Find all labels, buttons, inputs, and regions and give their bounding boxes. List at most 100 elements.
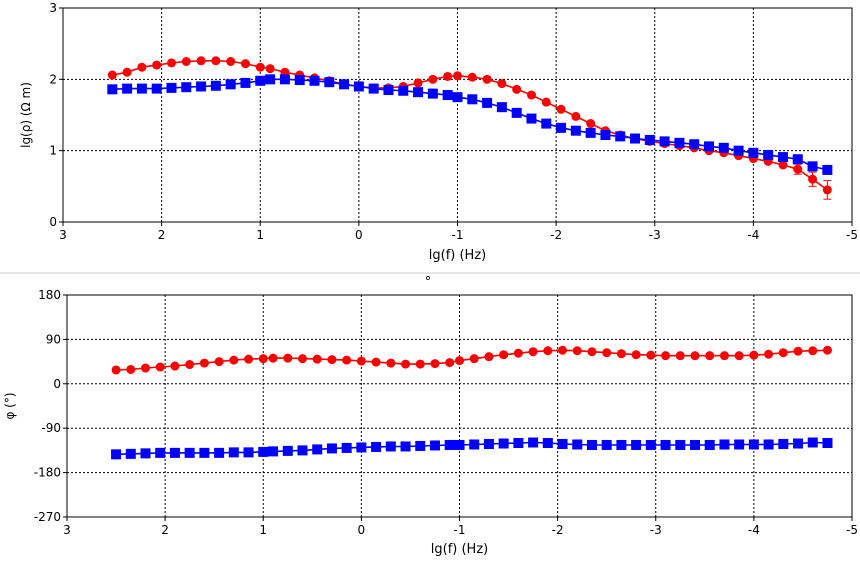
panel-2-series-1-point [415,359,425,369]
panel-2-series-2-point [243,447,254,458]
panel-2-series-1-point [455,356,464,366]
panel-2-top-mark: ° [425,275,432,290]
panel-1-series-2 [107,74,833,175]
panel-1-plot-frame [62,7,853,223]
panel-2-series-1-point [543,346,553,356]
panel-2-series-1-point [749,350,759,360]
panel-2-plot-frame [66,294,853,518]
panel-2-series-2-point [297,445,308,456]
panel-2-series-2-point [586,439,597,450]
panel-1-x-tick-label: -5 [846,228,858,242]
panel-2-series-1-point [155,362,165,372]
panel-1-series-2-point [644,134,655,145]
panel-2-series-1-point [371,357,381,367]
panel-1-series-1-point [556,104,566,114]
panel-2-series-1-point [631,350,641,360]
panel-1-series-2-point [210,80,221,91]
panel-2-x-tick-label: -1 [454,523,466,537]
panel-2-y-tick-label: -180 [34,466,61,480]
panel-1-y-tick-label: 1 [49,144,57,158]
panel-1-series-2-point [630,133,641,144]
panel-1-series-2-point [718,142,729,153]
panel-1-series-1-point [166,58,176,68]
panel-1-series-2-point [240,77,251,88]
panel-2-series-2-point [140,448,151,459]
panel-1-series-2-point [383,85,394,96]
panel-2-series-2-point [822,438,833,448]
panel-2-series-1-point [528,347,538,357]
panel-2-series-2-point [258,446,269,457]
panel-2-x-axis-label: lg(f) (Hz) [431,542,488,557]
panel-1-series-1-point [181,57,191,66]
panel-1-y-tick-label: 0 [49,215,57,229]
panel-1-series-2-point [541,118,552,129]
panel-1-series-1-point [497,79,507,89]
panel-2-y-tick-label: 90 [46,332,61,346]
panel-1-series-1-point [467,72,477,82]
panel-1-series-2-point [556,122,567,133]
panel-2-series-1-point [214,357,224,367]
panel-2-series-2-point [429,440,440,451]
panel-1-series-2-point [151,83,162,94]
panel-2-series-2-point [312,444,323,455]
panel-2-series-1-point [356,356,366,366]
panel-2-series-1-point [764,349,774,359]
panel-2-series-2-point [778,438,789,449]
panel-2-y-tick-label: 180 [38,288,61,302]
panel-2-series-1 [111,345,832,375]
panel-2-series-1-point [646,350,656,360]
panel-2-series-2-point [704,439,715,450]
panel-2-x-tick-label: -2 [552,523,564,537]
panel-2-series-2-point [513,438,524,448]
panel-1-series-2-point [689,139,700,150]
panel-1-series-2-point [600,129,611,140]
panel-1-series-2-point [339,79,350,90]
panel-1-series-2-point [615,131,626,142]
panel-2-series-1-point [327,355,337,365]
panel-1-series-1-point [586,119,596,129]
panel-2-x-tick-label: -3 [650,523,662,537]
panel-2-series-1-point [719,351,729,361]
panel-2-series-1-point [111,365,121,375]
panel-2-x-tick-label: 3 [63,523,71,537]
panel-1-x-tick-label: -3 [649,228,661,242]
panel-1-series-1-point [526,90,536,100]
panel-2-series-2-point [763,439,774,450]
panel-1-series-2-point [181,82,192,93]
panel-2-series-2-point [444,439,455,450]
panel-1-series-2-point [482,97,493,108]
panel-1-series-2-point [279,74,290,85]
panel-2-series-2-point [807,437,818,448]
panel-2-series-1-point [298,354,307,364]
panel-2-series-2-point [601,439,612,450]
panel-2-series-1-point [513,348,523,358]
panel-2-series-1-point [126,364,136,374]
panel-1-series-2-point [822,164,833,175]
panel-1-x-tick-label: -2 [550,228,562,242]
panel-1-series-1-point [196,56,206,66]
panel-1-series-2-point [255,75,266,86]
panel-2-series-1-point [778,348,788,358]
panel-2-y-axis-label: φ (°) [3,392,17,419]
panel-2-series-2-point [341,442,352,453]
panel-2-series-2-point [483,438,494,449]
panel-2-series-2-point [660,439,671,450]
panel-1-series-2-point [427,88,438,99]
panel-2-series-1-point [170,361,180,371]
panel-2-series-2-point [557,438,568,449]
panel-2-series-2 [111,437,833,460]
panel-1-series-1-point [443,71,453,81]
panel-2-series-1-point [587,347,597,357]
panel-2-x-tick-label: 2 [161,523,169,537]
panel-1-series-1-point [255,62,265,72]
panel-2-x-tick-label: -4 [748,523,760,537]
panel-2-series-2-point [214,447,225,458]
panel-2-series-2-point [415,440,426,451]
panel-1-series-1-point [211,56,221,66]
panel-1-x-axis-label: lg(f) (Hz) [429,248,486,263]
panel-1-x-tick-label: 2 [158,228,166,242]
panel-1-series-1-point [265,64,275,74]
panel-1-series-2-point [136,83,147,94]
